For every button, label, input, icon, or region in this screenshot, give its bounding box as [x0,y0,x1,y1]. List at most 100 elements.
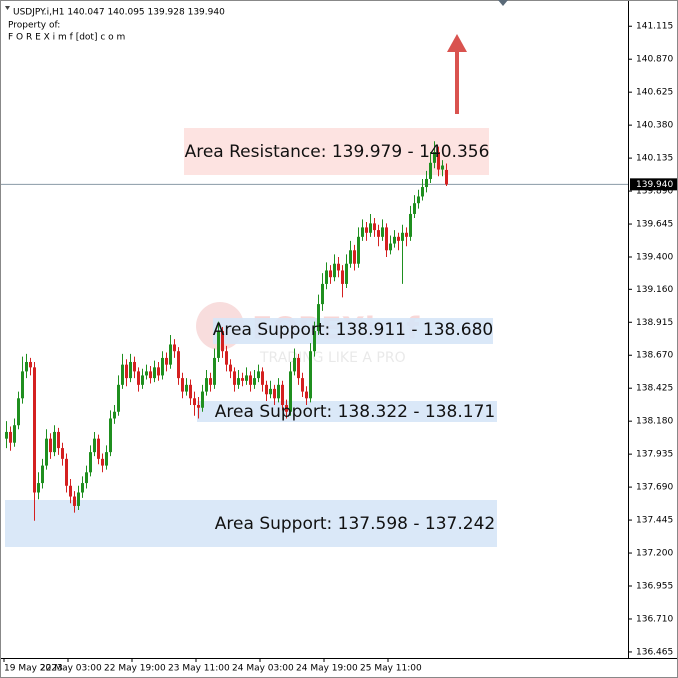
candle-body [153,367,156,379]
candle-body [97,438,100,459]
candle-body [61,448,64,459]
candle-body [221,331,224,352]
y-tick-label: 139.645 [636,220,673,230]
y-tick-label: 139.160 [636,285,673,295]
candle-body [213,357,216,385]
candle-body [417,196,420,204]
candle-body [201,391,204,408]
candle-body [429,162,432,179]
candle-body [369,223,372,233]
candle-body [257,371,260,379]
y-tick-label: 138.425 [636,384,673,394]
candle-body [137,371,140,385]
candle-body [405,232,408,237]
y-tick-label: 138.180 [636,417,673,427]
y-tick-label: 140.625 [636,88,673,98]
candle-body [381,227,384,237]
candle-body [49,438,52,453]
candle-body [421,187,424,197]
y-tick-label: 137.445 [636,516,673,526]
candle-body [209,378,212,385]
candle-body [65,458,68,486]
x-tick-label: 25 May 11:00 [360,664,422,674]
x-tick-label: 24 May 03:00 [232,664,294,674]
candle-body [77,492,80,506]
candle-body [305,391,308,399]
candle-body [349,250,352,264]
candle-body [353,250,356,264]
candle-body [269,388,272,395]
candle-body [425,178,428,188]
watermark-slogan: TRADING LIKE A PRO [259,350,406,366]
candle-body [345,263,348,284]
candle-body [149,371,152,379]
candle-body [13,425,16,443]
candle-body [109,418,112,453]
candle-body [5,431,8,439]
candle-body [281,384,284,406]
y-tick-label: 139.400 [636,253,673,263]
candle-body [189,384,192,399]
candle-body [377,230,380,237]
y-tick-label: 139.890 [636,187,673,197]
candle-body [329,270,332,278]
candle-body [173,344,176,352]
y-tick-label: 140.380 [636,121,673,131]
candle-body [197,405,200,408]
candle-body [225,351,228,365]
candle-body [85,472,88,484]
candle-body [113,411,116,419]
candle-body [57,431,60,449]
candle-body [397,236,400,241]
candle-body [293,357,296,372]
header-site: F O R E X i m f [dot] c o m [8,33,125,43]
candle-body [321,283,324,305]
candle-body [181,378,184,392]
candle-body [341,270,344,284]
candle-body [121,364,124,385]
header-symbol: USDJPY.i,H1 140.047 140.095 139.928 139.… [13,8,225,18]
y-tick-label: 136.710 [636,614,673,624]
candle-body [141,375,144,385]
x-tick-label: 23 May 11:00 [168,664,230,674]
current-price-label: 139.940 [636,180,673,190]
candle-body [133,361,136,372]
candle-body [265,384,268,395]
y-tick-label: 136.465 [636,647,673,657]
arrow-head [447,34,467,52]
candle-body [385,227,388,251]
header-property: Property of: [8,21,60,31]
candle-body [301,378,304,392]
candle-body [29,361,32,368]
candle-body [17,398,20,426]
candle-body [273,388,276,399]
candle-body [289,371,292,412]
x-tick-label: 24 May 19:00 [296,664,358,674]
candle-body [237,378,240,385]
header-icon [5,6,10,10]
candle-body [361,227,364,237]
candle-body [81,483,84,493]
candle-body [89,452,92,473]
candle-body [441,165,444,170]
candle-body [101,458,104,466]
candle-body [437,152,440,170]
candle-body [261,371,264,385]
annotation-box [213,318,493,344]
current-price-box [630,178,677,191]
candle-body [297,357,300,379]
candle-body [193,398,196,406]
candle-body [117,384,120,412]
x-tick-label: 22 May 03:00 [40,664,102,674]
x-tick-label: 22 May 19:00 [104,664,166,674]
y-tick-label: 136.955 [636,582,673,592]
candle-body [69,485,72,497]
candle-body [21,371,24,399]
candle-body [217,331,220,358]
candle-body [161,357,164,376]
y-tick-label: 140.870 [636,55,673,65]
candle-body [401,232,404,241]
candle-body [93,438,96,453]
candle-body [389,243,392,251]
candle-body [241,378,244,381]
